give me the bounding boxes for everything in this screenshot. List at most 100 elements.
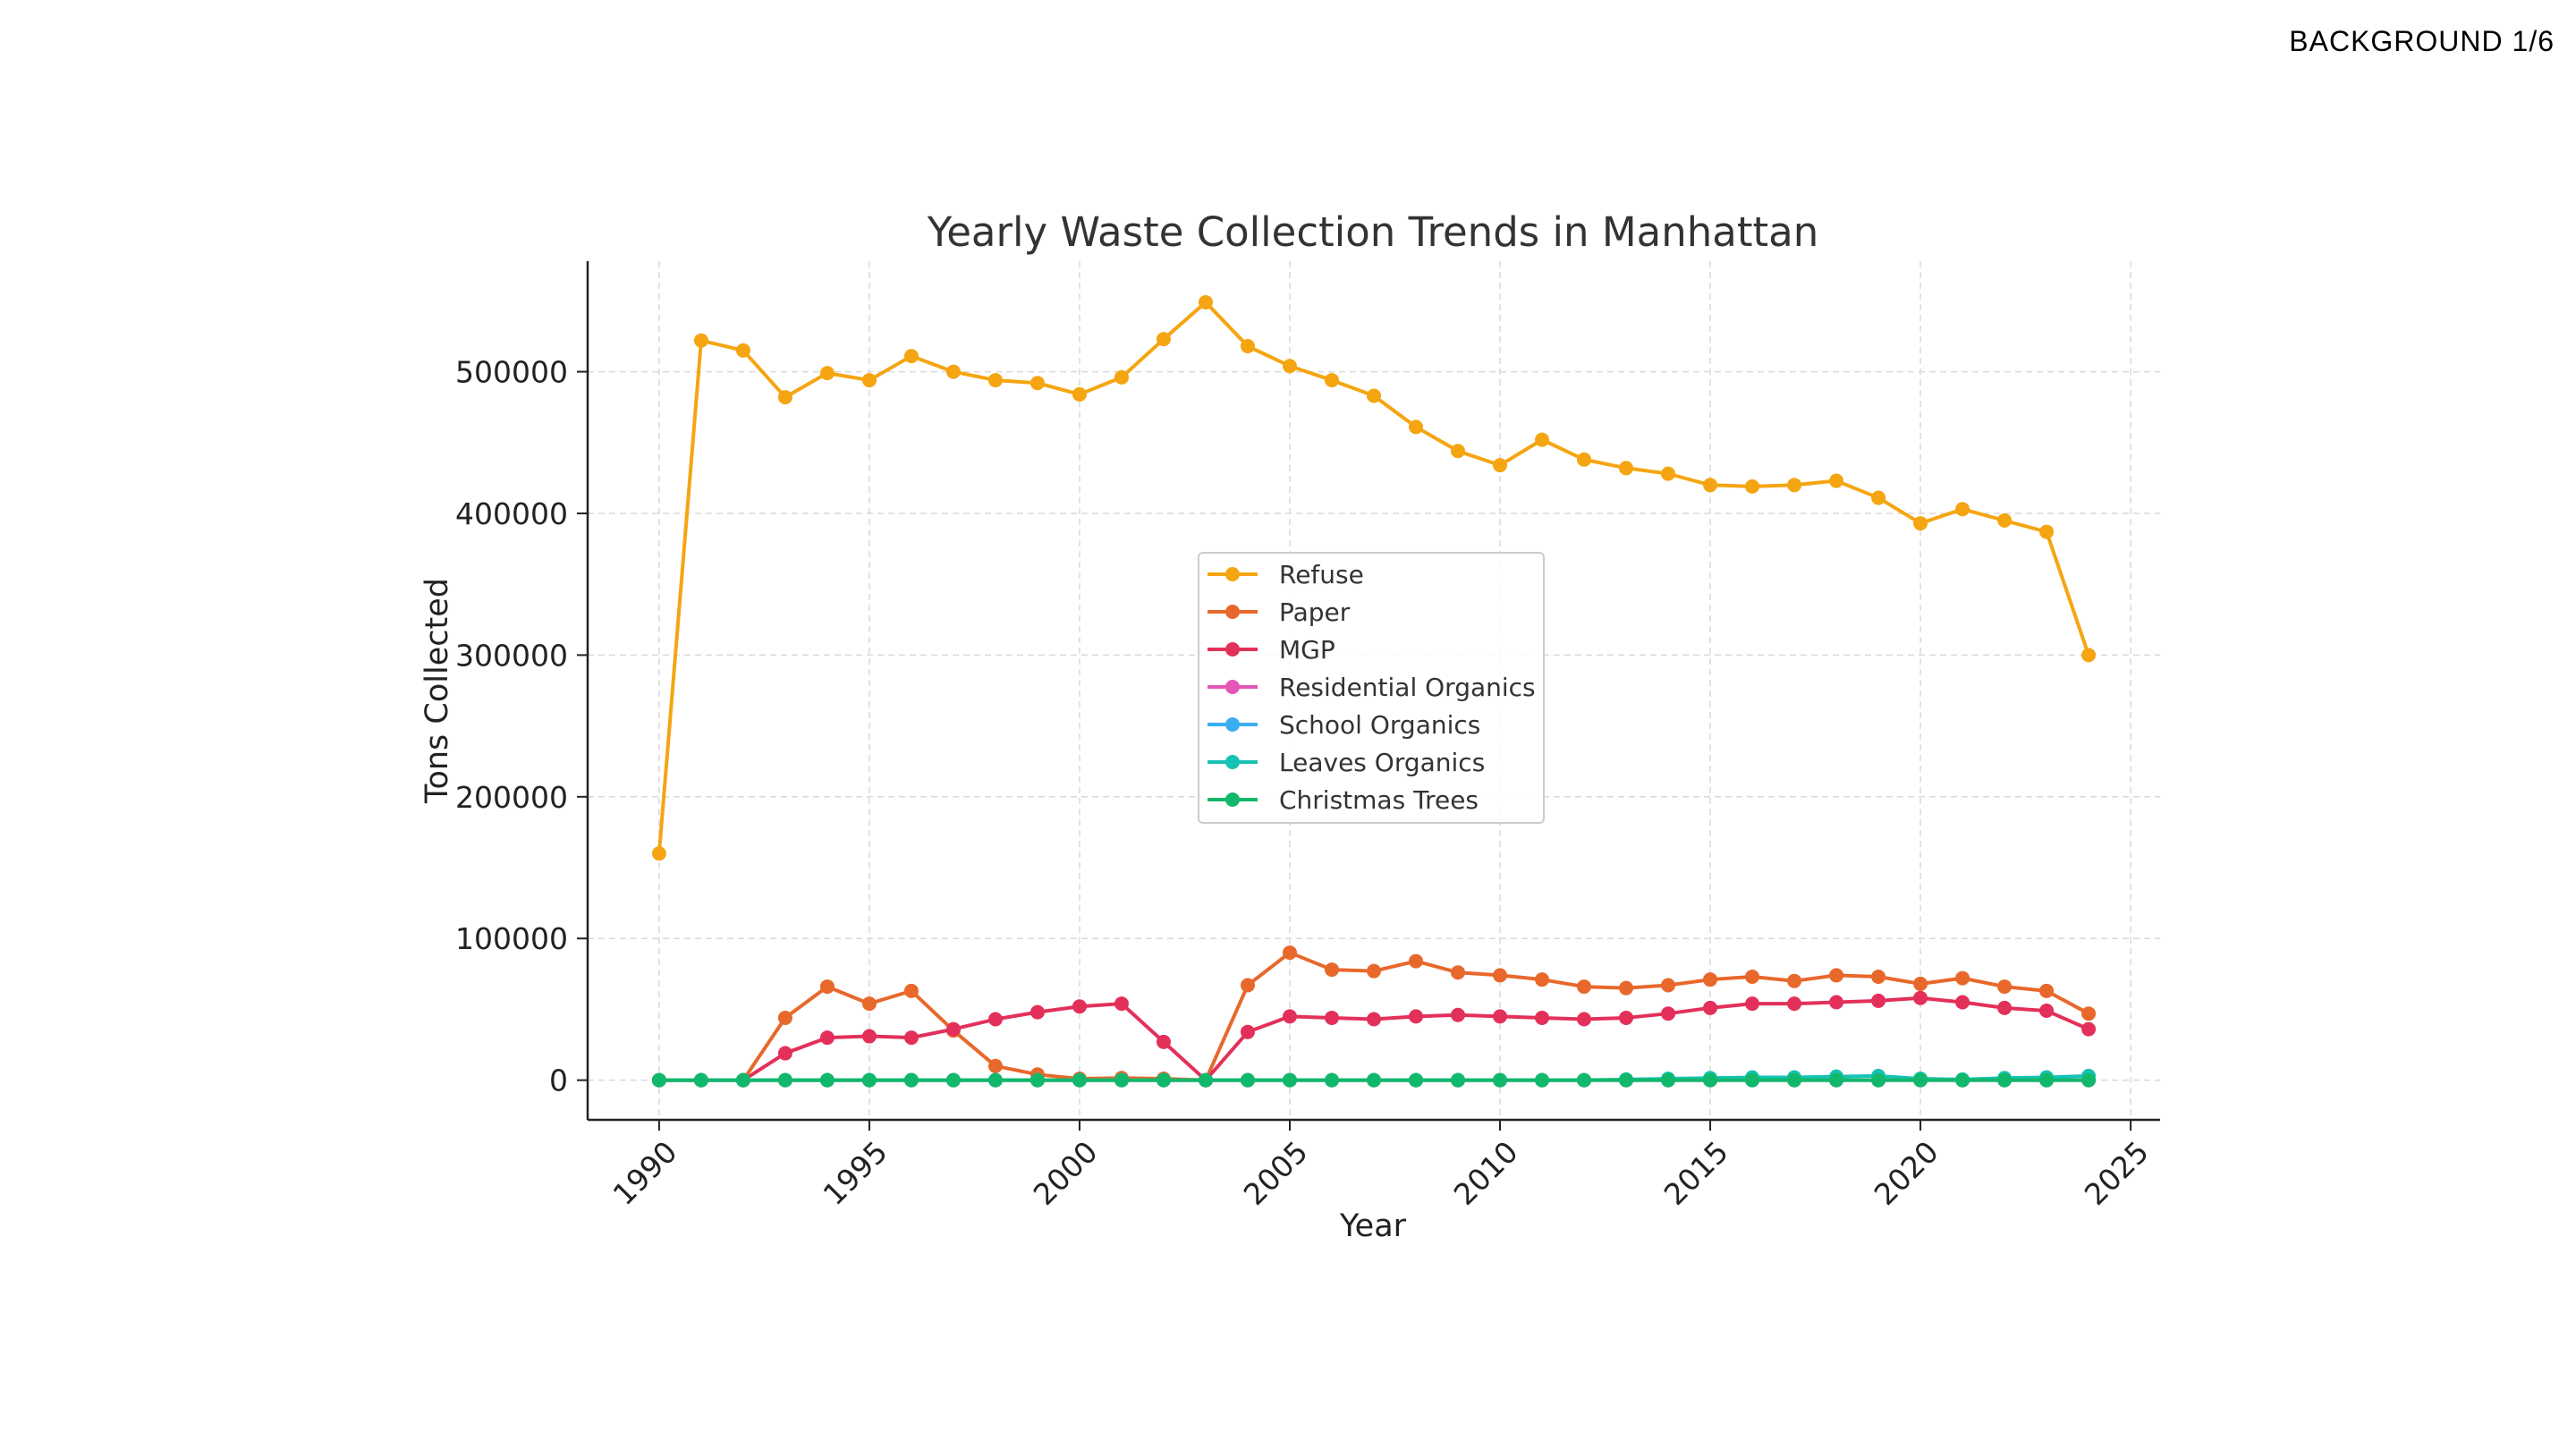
refuse-point (1787, 478, 1802, 493)
paper-point (1367, 963, 1381, 979)
christmas-trees-point (1451, 1072, 1466, 1088)
refuse-point (903, 349, 919, 364)
legend-label: Christmas Trees (1279, 785, 1479, 815)
paper-point (861, 996, 877, 1012)
legend-label: Leaves Organics (1279, 748, 1485, 777)
x-axis-title: Year (1339, 1208, 1407, 1244)
refuse-point (1030, 376, 1045, 391)
christmas-trees-point (777, 1072, 792, 1088)
x-tick-label: 1995 (817, 1134, 894, 1212)
legend-swatch-marker (1225, 755, 1240, 769)
paper-point (1997, 979, 2012, 995)
christmas-trees-point (693, 1072, 708, 1088)
christmas-trees-point (1661, 1072, 1676, 1088)
refuse-point (819, 366, 835, 381)
christmas-trees-point (1577, 1072, 1592, 1088)
refuse-point (1282, 359, 1297, 374)
refuse-point (1661, 466, 1676, 481)
y-axis-title: Tons Collected (419, 578, 455, 804)
christmas-trees-point (1240, 1072, 1255, 1088)
paper-point (1240, 978, 1255, 993)
paper-point (1619, 980, 1634, 996)
christmas-trees-point (1324, 1072, 1339, 1088)
refuse-point (861, 373, 877, 388)
mgp-point (2081, 1021, 2097, 1037)
christmas-trees-point (1913, 1072, 1928, 1088)
mgp-point (1072, 999, 1087, 1014)
paper-point (1535, 972, 1550, 987)
legend-swatch-marker (1225, 792, 1240, 807)
mgp-point (1829, 995, 1844, 1010)
legend-item-residential-organics: Residential Organics (1208, 673, 1536, 702)
legend-label: Residential Organics (1279, 673, 1536, 702)
y-tick-label: 500000 (455, 355, 568, 390)
christmas-trees-point (1745, 1072, 1760, 1088)
legend-item-refuse: Refuse (1208, 560, 1364, 589)
christmas-trees-point (1409, 1072, 1424, 1088)
mgp-point (2039, 1004, 2055, 1019)
legend-swatch-marker (1225, 567, 1240, 581)
christmas-trees-point (987, 1072, 1003, 1088)
series-refuse (651, 294, 2097, 861)
refuse-point (1619, 461, 1634, 476)
christmas-trees-point (1114, 1072, 1129, 1088)
mgp-point (1703, 1000, 1718, 1015)
refuse-point (1829, 473, 1844, 488)
mgp-point (1997, 1000, 2012, 1015)
christmas-trees-point (1787, 1072, 1802, 1088)
x-tick-label: 2010 (1447, 1134, 1525, 1212)
legend-label: MGP (1279, 635, 1335, 665)
paper-point (1913, 976, 1928, 991)
mgp-point (1619, 1010, 1634, 1025)
legend-swatch-marker (1225, 717, 1240, 732)
paper-point (1745, 970, 1760, 984)
refuse-point (1955, 502, 1970, 517)
mgp-point (1661, 1006, 1676, 1021)
mgp-point (1913, 990, 1928, 1005)
christmas-trees-point (1829, 1072, 1844, 1088)
refuse-point (1451, 444, 1466, 459)
christmas-trees-point (1367, 1072, 1381, 1088)
mgp-point (1955, 995, 1970, 1010)
christmas-trees-point (1955, 1072, 1970, 1088)
paper-point (777, 1010, 792, 1025)
y-tick-label: 300000 (455, 638, 568, 673)
refuse-point (1409, 419, 1424, 435)
christmas-trees-point (1198, 1072, 1213, 1088)
mgp-point (1577, 1012, 1592, 1027)
y-tick-label: 400000 (455, 496, 568, 531)
mgp-point (819, 1030, 835, 1046)
mgp-point (1367, 1012, 1381, 1027)
paper-point (1955, 970, 1970, 986)
refuse-point (2039, 524, 2055, 539)
paper-point (987, 1058, 1003, 1073)
legend: Refuse Paper MGP Residential Organics School… (1198, 552, 1545, 824)
mgp-point (1156, 1034, 1171, 1049)
mgp-point (1282, 1009, 1297, 1024)
refuse-point (1913, 516, 1928, 531)
christmas-trees-point (861, 1072, 877, 1088)
refuse-point (777, 390, 792, 405)
refuse-point (1367, 388, 1381, 403)
refuse-point (1072, 386, 1087, 402)
paper-point (1829, 968, 1844, 983)
christmas-trees-point (1703, 1072, 1718, 1088)
paper-point (1282, 945, 1297, 961)
x-tick-label: 2005 (1237, 1134, 1315, 1212)
refuse-point (1493, 458, 1508, 473)
legend-label: Refuse (1279, 560, 1364, 589)
christmas-trees-point (1619, 1072, 1634, 1088)
christmas-trees-point (735, 1072, 750, 1088)
mgp-point (1451, 1007, 1466, 1022)
paper-point (1871, 970, 1886, 984)
paper-point (1661, 978, 1676, 993)
series-mgp (651, 990, 2097, 1088)
christmas-trees-point (2039, 1072, 2055, 1088)
christmas-trees-point (1535, 1072, 1550, 1088)
paper-point (1493, 968, 1508, 983)
legend-item-leaves-organics: Leaves Organics (1208, 748, 1485, 777)
refuse-point (1997, 513, 2012, 528)
mgp-point (777, 1046, 792, 1061)
christmas-trees-point (1156, 1072, 1171, 1088)
mgp-point (1787, 996, 1802, 1012)
